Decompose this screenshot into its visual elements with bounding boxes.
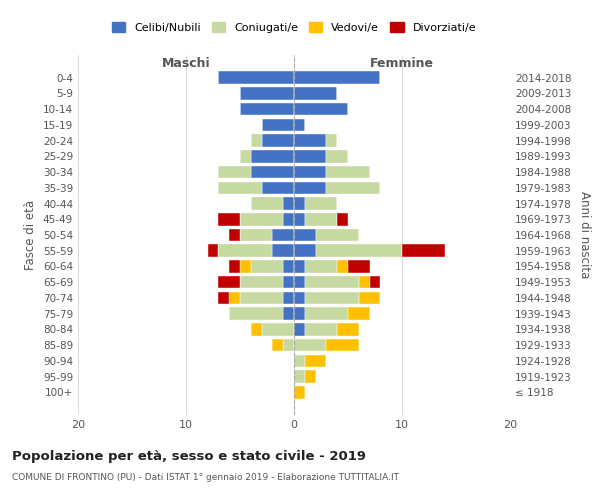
Bar	[229, 292, 240, 304]
Bar	[283, 292, 294, 304]
Bar	[370, 276, 380, 288]
Bar	[251, 166, 294, 178]
Bar	[229, 260, 240, 273]
Bar	[348, 308, 370, 320]
Bar	[251, 323, 262, 336]
Bar	[262, 323, 294, 336]
Bar	[283, 276, 294, 288]
Bar	[294, 103, 348, 116]
Bar	[262, 134, 294, 147]
Bar	[283, 260, 294, 273]
Bar	[294, 182, 326, 194]
Y-axis label: Anni di nascita: Anni di nascita	[578, 192, 591, 278]
Bar	[305, 276, 359, 288]
Bar	[294, 150, 326, 162]
Bar	[272, 339, 283, 351]
Bar	[294, 339, 326, 351]
Bar	[240, 292, 283, 304]
Y-axis label: Fasce di età: Fasce di età	[25, 200, 37, 270]
Bar	[294, 354, 305, 367]
Bar	[294, 72, 380, 84]
Bar	[337, 213, 348, 226]
Bar	[251, 150, 294, 162]
Legend: Celibi/Nubili, Coniugati/e, Vedovi/e, Divorziati/e: Celibi/Nubili, Coniugati/e, Vedovi/e, Di…	[107, 18, 481, 37]
Bar	[272, 228, 294, 241]
Bar	[305, 197, 337, 210]
Bar	[294, 166, 326, 178]
Bar	[240, 87, 294, 100]
Bar	[240, 276, 283, 288]
Bar	[326, 339, 359, 351]
Text: COMUNE DI FRONTINO (PU) - Dati ISTAT 1° gennaio 2019 - Elaborazione TUTTITALIA.I: COMUNE DI FRONTINO (PU) - Dati ISTAT 1° …	[12, 472, 399, 482]
Bar	[229, 228, 240, 241]
Bar	[208, 244, 218, 257]
Bar	[218, 292, 229, 304]
Bar	[326, 166, 370, 178]
Bar	[294, 386, 305, 398]
Text: Femmine: Femmine	[370, 57, 434, 70]
Bar	[240, 228, 272, 241]
Bar	[305, 370, 316, 383]
Bar	[402, 244, 445, 257]
Bar	[305, 308, 348, 320]
Bar	[251, 134, 262, 147]
Bar	[359, 276, 370, 288]
Bar	[294, 134, 326, 147]
Bar	[262, 182, 294, 194]
Text: Maschi: Maschi	[161, 57, 211, 70]
Bar	[283, 339, 294, 351]
Bar	[305, 213, 337, 226]
Bar	[218, 166, 251, 178]
Bar	[305, 292, 359, 304]
Bar	[316, 228, 359, 241]
Bar	[294, 370, 305, 383]
Bar	[294, 118, 305, 131]
Bar	[294, 323, 305, 336]
Bar	[294, 244, 316, 257]
Bar	[240, 150, 251, 162]
Text: Popolazione per età, sesso e stato civile - 2019: Popolazione per età, sesso e stato civil…	[12, 450, 366, 463]
Bar	[305, 354, 326, 367]
Bar	[272, 244, 294, 257]
Bar	[294, 228, 316, 241]
Bar	[283, 197, 294, 210]
Bar	[218, 276, 240, 288]
Bar	[240, 103, 294, 116]
Bar	[359, 292, 380, 304]
Bar	[337, 323, 359, 336]
Bar	[218, 213, 240, 226]
Bar	[326, 150, 348, 162]
Bar	[294, 87, 337, 100]
Bar	[218, 244, 272, 257]
Bar	[240, 213, 283, 226]
Bar	[229, 308, 283, 320]
Bar	[294, 213, 305, 226]
Bar	[262, 118, 294, 131]
Bar	[294, 197, 305, 210]
Bar	[326, 134, 337, 147]
Bar	[305, 260, 337, 273]
Bar	[294, 276, 305, 288]
Bar	[316, 244, 402, 257]
Bar	[337, 260, 348, 273]
Bar	[294, 260, 305, 273]
Bar	[305, 323, 337, 336]
Bar	[251, 260, 283, 273]
Bar	[348, 260, 370, 273]
Bar	[326, 182, 380, 194]
Bar	[283, 213, 294, 226]
Bar	[294, 292, 305, 304]
Bar	[218, 182, 262, 194]
Bar	[240, 260, 251, 273]
Bar	[218, 72, 294, 84]
Bar	[283, 308, 294, 320]
Bar	[294, 308, 305, 320]
Bar	[251, 197, 283, 210]
